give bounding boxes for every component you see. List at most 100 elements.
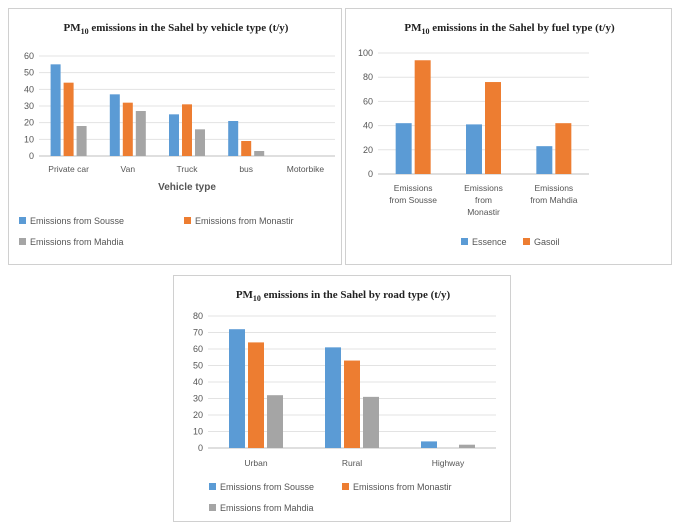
chart-title: PM10 emissions in the Sahel by fuel type… <box>404 22 615 36</box>
legend-swatch-emissions-from-monastir <box>184 217 191 224</box>
x-category-label: Emissions from Sousse <box>389 183 437 205</box>
legend-swatch-gasoil <box>523 238 530 245</box>
bar-truck-emissions-from-mahdia <box>195 129 205 156</box>
x-category-label: Private car <box>48 164 89 174</box>
road-type-chart-panel: PM 10 emissions in the Sahel by road type… <box>173 275 511 522</box>
title-subscript: 10 <box>81 27 89 36</box>
legend-label-emissions-from-mahdia: Emissions from Mahdia <box>220 503 314 513</box>
road-type-chart: PM 10 emissions in the Sahel by road type… <box>193 289 496 513</box>
category-line: Rural <box>342 458 362 468</box>
legend-swatch-emissions-from-sousse <box>19 217 26 224</box>
category-line: Truck <box>177 164 199 174</box>
chart-title: PM10 emissions in the Sahel by road type… <box>236 289 451 303</box>
x-category-label: Emissions from Mahdia <box>530 183 578 205</box>
x-category-label: Highway <box>432 458 465 468</box>
x-category-label: Truck <box>177 164 199 174</box>
bar-van-emissions-from-monastir <box>122 102 133 156</box>
x-category-label: Van <box>121 164 136 174</box>
y-tick-label: 0 <box>29 151 34 161</box>
bar-rural-emissions-from-sousse <box>325 347 341 448</box>
bar-emissions-from-mahdia-essence <box>536 146 553 174</box>
vehicle-type-chart-panel: PM10 emissions in the Sahel by vehicle t… <box>8 8 342 265</box>
category-line: Private car <box>48 164 89 174</box>
fuel-type-chart-panel: PM10 emissions in the Sahel by fuel type… <box>345 8 672 265</box>
y-tick-label: 40 <box>363 121 373 131</box>
bar-bus-emissions-from-mahdia <box>254 151 265 156</box>
bar-rural-emissions-from-monastir <box>344 360 360 448</box>
y-tick-label: 50 <box>193 361 203 371</box>
bar-rural-emissions-from-mahdia <box>363 396 379 448</box>
category-line: Motorbike <box>287 164 325 174</box>
title-rest: emissions in the Sahel by vehicle type (… <box>89 22 289 34</box>
category-line: Urban <box>244 458 267 468</box>
category-line: Emissions <box>464 183 503 193</box>
y-tick-label: 70 <box>193 328 203 338</box>
y-tick-label: 60 <box>363 96 373 106</box>
bar-private-car-emissions-from-sousse <box>50 64 61 156</box>
y-tick-label: 20 <box>363 145 373 155</box>
category-line: Van <box>121 164 136 174</box>
bar-truck-emissions-from-monastir <box>182 104 192 156</box>
bar-van-emissions-from-mahdia <box>135 111 146 156</box>
y-tick-label: 30 <box>24 101 34 111</box>
legend-swatch-emissions-from-mahdia <box>209 504 216 511</box>
x-category-label: Motorbike <box>287 164 325 174</box>
legend-swatch-essence <box>461 238 468 245</box>
bar-bus-emissions-from-sousse <box>228 121 239 156</box>
bar-private-car-emissions-from-monastir <box>63 82 74 156</box>
y-tick-label: 60 <box>193 344 203 354</box>
legend-swatch-emissions-from-mahdia <box>19 238 26 245</box>
category-line: Monastir <box>467 207 500 217</box>
bar-emissions-from-sousse-essence <box>395 123 412 174</box>
category-line: bus <box>239 164 253 174</box>
vehicle-type-chart: PM10 emissions in the Sahel by vehicle t… <box>19 22 335 247</box>
legend-label-emissions-from-mahdia: Emissions from Mahdia <box>30 237 124 247</box>
category-line: from Sousse <box>389 195 437 205</box>
category-line: Emissions <box>534 183 573 193</box>
bar-urban-emissions-from-monastir <box>248 342 264 448</box>
category-line: Highway <box>432 458 465 468</box>
bar-urban-emissions-from-mahdia <box>267 395 283 448</box>
y-tick-label: 10 <box>24 134 34 144</box>
y-tick-label: 40 <box>193 377 203 387</box>
x-category-label: Urban <box>244 458 267 468</box>
y-tick-label: 20 <box>24 118 34 128</box>
legend-label-emissions-from-sousse: Emissions from Sousse <box>30 216 124 226</box>
title-rest: emissions in the Sahel by road type (t/y… <box>261 289 451 301</box>
category-line: Emissions <box>394 183 433 193</box>
legend-label-emissions-from-monastir: Emissions from Monastir <box>195 216 294 226</box>
chart-title: PM10 emissions in the Sahel by vehicle t… <box>64 22 289 36</box>
bar-private-car-emissions-from-mahdia <box>76 126 87 156</box>
legend-label-gasoil: Gasoil <box>534 237 560 247</box>
bar-van-emissions-from-sousse <box>109 94 120 156</box>
y-tick-label: 40 <box>24 84 34 94</box>
fuel-type-chart: PM10 emissions in the Sahel by fuel type… <box>358 22 615 247</box>
bar-emissions-from-mahdia-gasoil <box>555 123 572 174</box>
y-tick-label: 30 <box>193 394 203 404</box>
y-tick-label: 0 <box>368 169 373 179</box>
y-tick-label: 0 <box>198 443 203 453</box>
bar-highway-emissions-from-sousse <box>421 441 437 448</box>
legend-label-emissions-from-monastir: Emissions from Monastir <box>353 482 452 492</box>
title-rest: emissions in the Sahel by fuel type (t/y… <box>429 22 615 34</box>
x-axis-title: Vehicle type <box>158 182 216 193</box>
y-tick-label: 100 <box>358 48 373 58</box>
y-tick-label: 50 <box>24 68 34 78</box>
y-tick-label: 80 <box>193 311 203 321</box>
y-tick-label: 10 <box>193 427 203 437</box>
y-tick-label: 80 <box>363 72 373 82</box>
legend-swatch-emissions-from-monastir <box>342 483 349 490</box>
title-pm: PM <box>236 289 254 301</box>
y-tick-label: 20 <box>193 410 203 420</box>
y-tick-label: 60 <box>24 51 34 61</box>
bar-urban-emissions-from-sousse <box>229 329 245 448</box>
x-category-label: bus <box>239 164 253 174</box>
bar-emissions-from-monastir-essence <box>466 124 482 174</box>
legend-label-essence: Essence <box>472 237 507 247</box>
title-pm: PM <box>404 22 422 34</box>
category-line: from <box>475 195 492 205</box>
legend-swatch-emissions-from-sousse <box>209 483 216 490</box>
bar-emissions-from-sousse-gasoil <box>414 60 431 175</box>
category-line: from Mahdia <box>530 195 578 205</box>
x-category-label: Rural <box>342 458 362 468</box>
